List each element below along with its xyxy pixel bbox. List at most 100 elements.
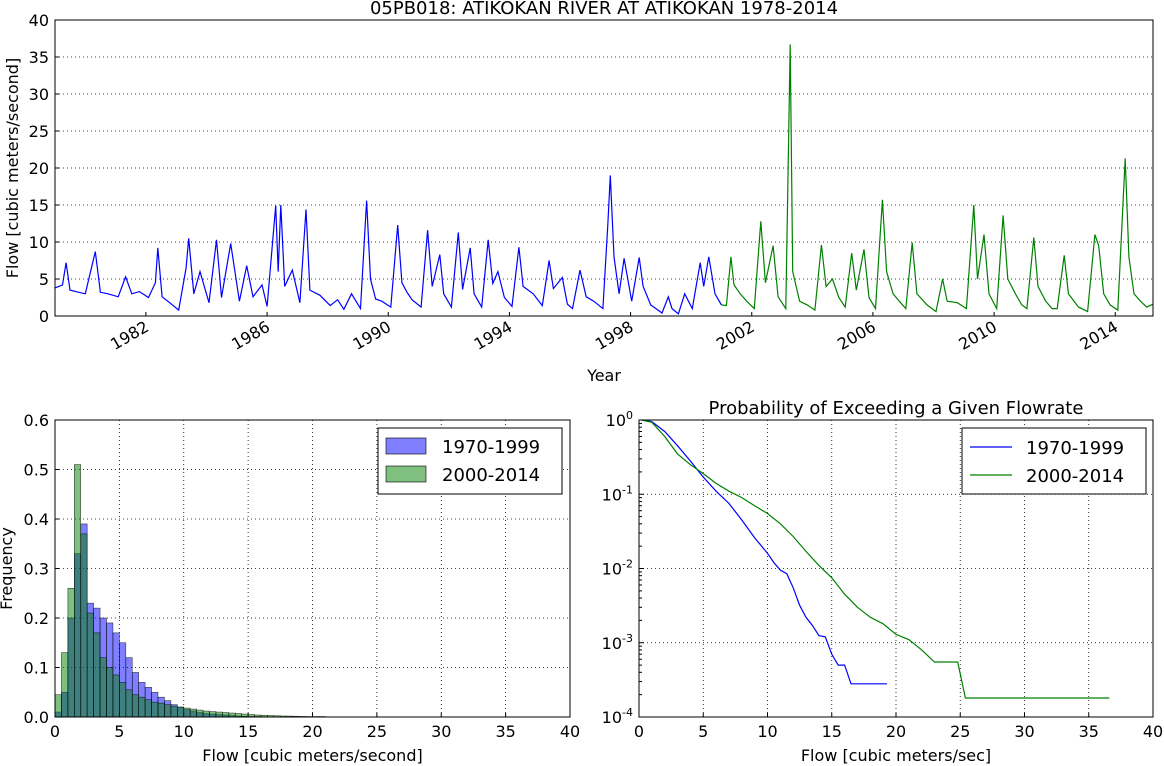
x-tick-label: 5 xyxy=(698,722,708,741)
x-tick-label: 20 xyxy=(886,722,906,741)
y-axis-label: Flow [cubic meters/second] xyxy=(3,58,22,278)
x-axis-label: Flow [cubic meters/second] xyxy=(202,746,422,765)
legend-label-0: 1970-1999 xyxy=(442,437,540,458)
x-tick-label: 1986 xyxy=(228,317,273,354)
y-tick-label: 0.1 xyxy=(24,659,49,678)
hist-bar-1 xyxy=(112,674,120,718)
exceedance-line-0 xyxy=(642,419,887,685)
hist-bar-1 xyxy=(196,709,204,718)
x-tick-label: 30 xyxy=(431,722,451,741)
x-tick-label: 15 xyxy=(238,722,258,741)
y-tick-label: 25 xyxy=(29,122,49,141)
x-tick-label: 15 xyxy=(822,722,842,741)
x-tick-label: 10 xyxy=(757,722,777,741)
hist-bar-1 xyxy=(177,706,185,718)
x-tick-label: 25 xyxy=(950,722,970,741)
x-tick-label: 5 xyxy=(114,722,124,741)
x-tick-label: 2002 xyxy=(713,317,758,354)
series-line-1 xyxy=(721,44,1154,313)
hist-bar-1 xyxy=(170,705,178,718)
y-tick-label: 0.6 xyxy=(24,411,49,430)
x-tick-label: 2010 xyxy=(955,317,1000,354)
y-tick-label: 20 xyxy=(29,159,49,178)
hist-bar-1 xyxy=(61,652,69,718)
hist-bar-1 xyxy=(106,667,114,718)
y-tick-label: 10-1 xyxy=(602,483,633,504)
hist-bar-1 xyxy=(119,682,127,718)
hist-bar-1 xyxy=(215,711,223,718)
x-axis-label: Flow [cubic meters/sec] xyxy=(801,746,991,765)
y-tick-label: 5 xyxy=(39,270,49,289)
hist-bar-1 xyxy=(74,464,82,718)
y-tick-label: 0.4 xyxy=(24,510,49,529)
y-tick-label: 10-4 xyxy=(602,706,633,727)
y-tick-label: 10-3 xyxy=(602,632,633,653)
y-tick-label: 0.3 xyxy=(24,560,49,579)
y-tick-label: 30 xyxy=(29,85,49,104)
exceedance-plot: 0 5 10 15 20 25 30 35 40 100 10-1 10-2 10-3 10-4 Proba… xyxy=(602,398,1164,765)
hist-bar-1 xyxy=(54,694,62,718)
hist-bar-1 xyxy=(86,612,94,718)
x-tick-label: 0 xyxy=(634,722,644,741)
hist-bar-1 xyxy=(67,587,75,718)
hist-bar-1 xyxy=(99,657,107,718)
hist-bar-1 xyxy=(202,710,210,718)
x-tick-label: 35 xyxy=(1079,722,1099,741)
x-tick-label: 25 xyxy=(367,722,387,741)
plot-frame xyxy=(638,419,1154,718)
chart-title: Probability of Exceeding a Given Flowrat… xyxy=(709,398,1084,419)
legend-swatch-1 xyxy=(385,465,427,483)
x-tick-label: 1998 xyxy=(592,317,637,354)
hist-bar-1 xyxy=(125,689,133,718)
histogram-plot: 0 5 10 15 20 25 30 35 40 0.0 0.1 0.2 0.3 0.4 0.5 0.6 Flo… xyxy=(0,411,580,765)
hist-bar-1 xyxy=(93,632,101,718)
x-tick-label: 30 xyxy=(1014,722,1034,741)
y-tick-label: 10 xyxy=(29,233,49,252)
x-tick-label: 1994 xyxy=(471,317,516,354)
y-tick-label: 100 xyxy=(606,409,633,430)
x-tick-label: 0 xyxy=(50,722,60,741)
y-tick-label: 0 xyxy=(39,307,49,326)
y-axis-label: Frequency xyxy=(0,527,16,610)
chart-title: 05PB018: ATIKOKAN RIVER AT ATIKOKAN 1978… xyxy=(370,0,838,19)
y-tick-label: 0.5 xyxy=(24,461,49,480)
legend-swatch-0 xyxy=(385,437,427,455)
hist-bar-1 xyxy=(138,696,146,718)
x-tick-label: 40 xyxy=(560,722,580,741)
legend-label-1: 2000-2014 xyxy=(1026,466,1124,487)
hist-bar-1 xyxy=(189,708,197,718)
hist-bar-1 xyxy=(209,711,217,718)
x-tick-label: 1982 xyxy=(107,317,152,354)
x-tick-label: 2006 xyxy=(834,317,879,354)
exceedance-line-1 xyxy=(641,419,1110,699)
x-axis-label: Year xyxy=(586,366,621,385)
legend-label-0: 1970-1999 xyxy=(1026,438,1124,459)
x-tick-label: 20 xyxy=(302,722,322,741)
legend-label-1: 2000-2014 xyxy=(442,465,540,486)
x-tick-label: 2014 xyxy=(1077,317,1122,354)
hist-bar-1 xyxy=(157,702,165,718)
y-tick-label: 15 xyxy=(29,196,49,215)
hist-bar-1 xyxy=(144,699,152,718)
hist-bar-1 xyxy=(131,694,139,718)
x-tick-label: 10 xyxy=(174,722,194,741)
x-tick-label: 35 xyxy=(495,722,515,741)
hist-bar-1 xyxy=(183,707,191,718)
x-tick-label: 1990 xyxy=(349,317,394,354)
hist-bar-1 xyxy=(228,712,236,718)
hist-bar-1 xyxy=(80,533,88,718)
hist-bar-1 xyxy=(222,712,230,718)
y-tick-label: 0.0 xyxy=(24,708,49,727)
timeseries-plot: 0 5 10 15 20 25 30 35 40 1982 1986 1990 1994 1998 2002… xyxy=(3,0,1154,385)
y-tick-label: 0.2 xyxy=(24,609,49,628)
hist-bar-1 xyxy=(151,701,159,718)
series-line-0 xyxy=(54,175,722,315)
y-tick-label: 10-2 xyxy=(602,558,633,579)
x-tick-label: 40 xyxy=(1143,722,1163,741)
hist-bar-1 xyxy=(234,713,242,718)
plot-frame xyxy=(54,19,1154,317)
y-tick-label: 35 xyxy=(29,48,49,67)
legend-box xyxy=(961,427,1147,495)
plot-frame xyxy=(54,419,571,718)
